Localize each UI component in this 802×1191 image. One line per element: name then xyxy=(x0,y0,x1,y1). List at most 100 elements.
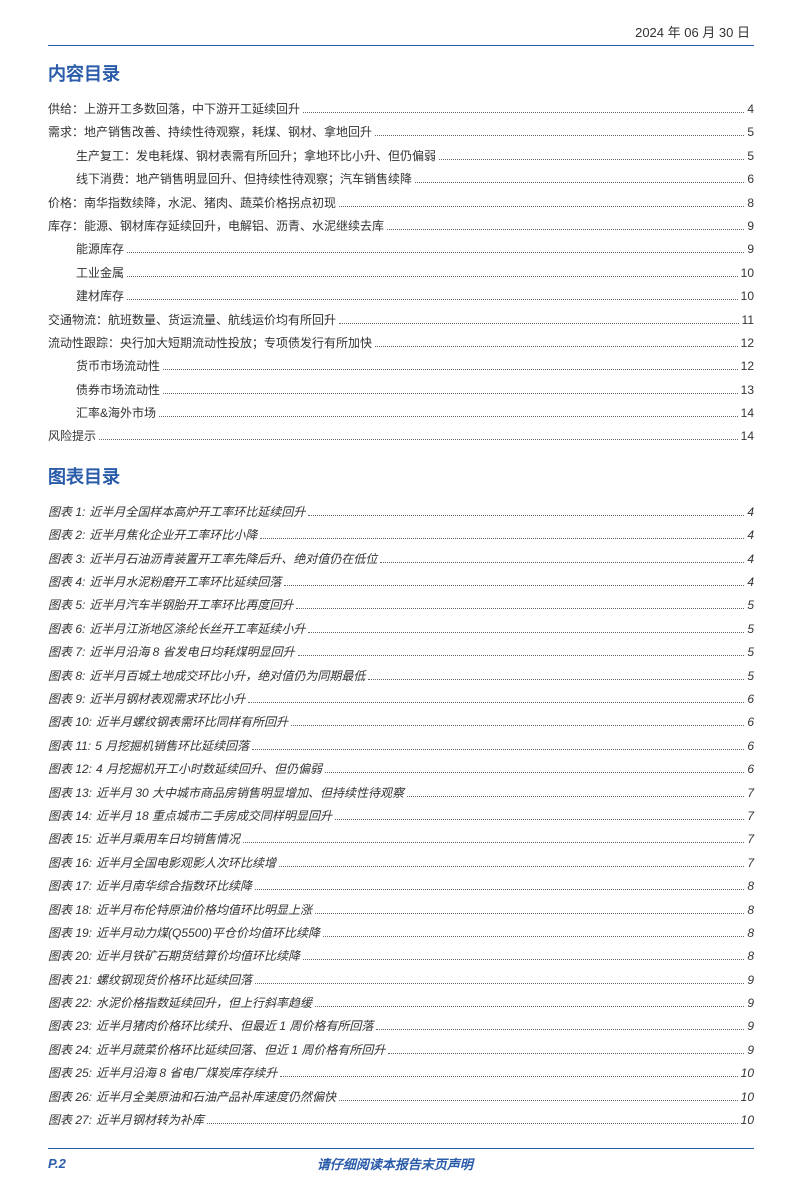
content-toc-item[interactable]: 风险提示 14 xyxy=(48,425,754,448)
figure-toc-item[interactable]: 图表 8:近半月百城土地成交环比小升，绝对值仍为同期最低5 xyxy=(48,665,754,688)
toc-dots xyxy=(339,1100,738,1101)
content-toc-item[interactable]: 供给：上游开工多数回落，中下游开工延续回升4 xyxy=(48,98,754,121)
figure-prefix: 图表 19: xyxy=(48,922,92,945)
figure-title: 近半月猪肉价格环比续升、但最近 1 周价格有所回落 xyxy=(96,1015,373,1038)
figure-toc-item[interactable]: 图表 10:近半月螺纹钢表需环比同样有所回升6 xyxy=(48,711,754,734)
figure-page: 4 xyxy=(747,548,754,571)
toc-label: 汇率&海外市场 xyxy=(76,402,156,425)
figure-prefix: 图表 21: xyxy=(48,969,92,992)
figure-prefix: 图表 24: xyxy=(48,1039,92,1062)
figure-toc-item[interactable]: 图表 9:近半月钢材表观需求环比小升6 xyxy=(48,688,754,711)
figure-toc-item[interactable]: 图表 22:水泥价格指数延续回升，但上行斜率趋缓9 xyxy=(48,992,754,1015)
figure-title: 近半月动力煤(Q5500)平仓价均值环比续降 xyxy=(96,922,320,945)
toc-page: 9 xyxy=(747,238,754,261)
toc-label: 流动性跟踪：央行加大短期流动性投放；专项债发行有所加快 xyxy=(48,332,372,355)
header-date: 2024 年 06 月 30 日 xyxy=(48,22,754,46)
figure-toc-item[interactable]: 图表 16:近半月全国电影观影人次环比续增7 xyxy=(48,852,754,875)
content-toc-item[interactable]: 库存：能源、钢材库存延续回升，电解铝、沥青、水泥继续去库9 xyxy=(48,215,754,238)
figure-toc-item[interactable]: 图表 23:近半月猪肉价格环比续升、但最近 1 周价格有所回落 9 xyxy=(48,1015,754,1038)
content-toc-item[interactable]: 债券市场流动性13 xyxy=(48,379,754,402)
toc-label: 线下消费：地产销售明显回升、但持续性待观察；汽车销售续降 xyxy=(76,168,412,191)
figure-page: 4 xyxy=(747,524,754,547)
figure-prefix: 图表 4: xyxy=(48,571,85,594)
figure-toc-item[interactable]: 图表 25:近半月沿海 8 省电厂煤炭库存续升10 xyxy=(48,1062,754,1085)
toc-label: 工业金属 xyxy=(76,262,124,285)
content-toc-item[interactable]: 建材库存10 xyxy=(48,285,754,308)
toc-dots xyxy=(291,725,744,726)
figure-toc-item[interactable]: 图表 2:近半月焦化企业开工率环比小降 4 xyxy=(48,524,754,547)
figure-prefix: 图表 23: xyxy=(48,1015,92,1038)
figure-toc-item[interactable]: 图表 13:近半月 30 大中城市商品房销售明显增加、但持续性待观察7 xyxy=(48,782,754,805)
content-toc-item[interactable]: 价格：南华指数续降，水泥、猪肉、蔬菜价格拐点初现8 xyxy=(48,192,754,215)
figure-page: 9 xyxy=(747,1039,754,1062)
figure-prefix: 图表 27: xyxy=(48,1109,92,1132)
figure-title: 近半月焦化企业开工率环比小降 xyxy=(89,524,257,547)
content-toc-item[interactable]: 需求：地产销售改善、持续性待观察，耗煤、钢材、拿地回升5 xyxy=(48,121,754,144)
content-toc-item[interactable]: 交通物流：航班数量、货运流量、航线运价均有所回升11 xyxy=(48,309,754,332)
content-toc: 供给：上游开工多数回落，中下游开工延续回升4需求：地产销售改善、持续性待观察，耗… xyxy=(48,98,754,449)
content-toc-item[interactable]: 线下消费：地产销售明显回升、但持续性待观察；汽车销售续降6 xyxy=(48,168,754,191)
footer: P.2 请仔细阅读本报告末页声明 xyxy=(48,1148,754,1173)
toc-dots xyxy=(323,936,744,937)
toc-label: 需求：地产销售改善、持续性待观察，耗煤、钢材、拿地回升 xyxy=(48,121,372,144)
toc-label: 债券市场流动性 xyxy=(76,379,160,402)
toc-dots xyxy=(325,772,744,773)
figure-toc-item[interactable]: 图表 15:近半月乘用车日均销售情况7 xyxy=(48,828,754,851)
content-toc-item[interactable]: 汇率&海外市场14 xyxy=(48,402,754,425)
figure-toc-item[interactable]: 图表 5:近半月汽车半钢胎开工率环比再度回升5 xyxy=(48,594,754,617)
content-toc-item[interactable]: 生产复工：发电耗煤、钢材表需有所回升；拿地环比小升、但仍偏弱5 xyxy=(48,145,754,168)
toc-dots xyxy=(255,983,744,984)
figure-title: 近半月水泥粉磨开工率环比延续回落 xyxy=(89,571,281,594)
toc-dots xyxy=(387,229,744,230)
figure-toc-item[interactable]: 图表 4:近半月水泥粉磨开工率环比延续回落4 xyxy=(48,571,754,594)
figure-toc-item[interactable]: 图表 11:5 月挖掘机销售环比延续回落6 xyxy=(48,735,754,758)
figure-toc-item[interactable]: 图表 18:近半月布伦特原油价格均值环比明显上涨 8 xyxy=(48,899,754,922)
content-toc-item[interactable]: 能源库存9 xyxy=(48,238,754,261)
figure-prefix: 图表 3: xyxy=(48,548,85,571)
content-toc-item[interactable]: 工业金属10 xyxy=(48,262,754,285)
footer-disclaimer: 请仔细阅读本报告末页声明 xyxy=(66,1154,724,1173)
figure-title: 近半月全美原油和石油产品补库速度仍然偏快 xyxy=(96,1086,336,1109)
figure-toc-item[interactable]: 图表 17:近半月南华综合指数环比续降8 xyxy=(48,875,754,898)
toc-label: 生产复工：发电耗煤、钢材表需有所回升；拿地环比小升、但仍偏弱 xyxy=(76,145,436,168)
figure-page: 4 xyxy=(747,501,754,524)
figure-prefix: 图表 16: xyxy=(48,852,92,875)
figure-prefix: 图表 18: xyxy=(48,899,92,922)
toc-dots xyxy=(127,276,738,277)
figure-page: 7 xyxy=(747,782,754,805)
figure-toc-item[interactable]: 图表 3:近半月石油沥青装置开工率先降后升、绝对值仍在低位4 xyxy=(48,548,754,571)
content-toc-item[interactable]: 货币市场流动性12 xyxy=(48,355,754,378)
figure-prefix: 图表 2: xyxy=(48,524,85,547)
figure-prefix: 图表 20: xyxy=(48,945,92,968)
figure-toc-item[interactable]: 图表 20:近半月铁矿石期货结算价均值环比续降8 xyxy=(48,945,754,968)
figure-toc-item[interactable]: 图表 19:近半月动力煤(Q5500)平仓价均值环比续降8 xyxy=(48,922,754,945)
figure-toc-item[interactable]: 图表 24:近半月蔬菜价格环比延续回落、但近 1 周价格有所回升9 xyxy=(48,1039,754,1062)
figure-page: 5 xyxy=(747,594,754,617)
figure-title: 近半月布伦特原油价格均值环比明显上涨 xyxy=(96,899,312,922)
figure-page: 7 xyxy=(747,828,754,851)
toc-dots xyxy=(243,842,744,843)
figure-toc-item[interactable]: 图表 26:近半月全美原油和石油产品补库速度仍然偏快10 xyxy=(48,1086,754,1109)
toc-dots xyxy=(415,182,744,183)
figure-prefix: 图表 9: xyxy=(48,688,85,711)
figure-prefix: 图表 5: xyxy=(48,594,85,617)
figure-page: 9 xyxy=(747,1015,754,1038)
figure-toc: 图表 1:近半月全国样本高炉开工率环比延续回升4图表 2:近半月焦化企业开工率环… xyxy=(48,501,754,1133)
toc-label: 风险提示 xyxy=(48,425,96,448)
figure-toc-item[interactable]: 图表 1:近半月全国样本高炉开工率环比延续回升4 xyxy=(48,501,754,524)
content-toc-item[interactable]: 流动性跟踪：央行加大短期流动性投放；专项债发行有所加快12 xyxy=(48,332,754,355)
figure-toc-item[interactable]: 图表 7:近半月沿海 8 省发电日均耗煤明显回升5 xyxy=(48,641,754,664)
toc-page: 14 xyxy=(741,425,754,448)
figure-title: 螺纹钢现货价格环比延续回落 xyxy=(96,969,252,992)
toc-page: 9 xyxy=(747,215,754,238)
figure-title: 近半月南华综合指数环比续降 xyxy=(96,875,252,898)
figure-toc-item[interactable]: 图表 14:近半月 18 重点城市二手房成交同样明显回升7 xyxy=(48,805,754,828)
toc-label: 交通物流：航班数量、货运流量、航线运价均有所回升 xyxy=(48,309,336,332)
figure-toc-item[interactable]: 图表 6:近半月江浙地区涤纶长丝开工率延续小升5 xyxy=(48,618,754,641)
figure-page: 6 xyxy=(747,758,754,781)
figure-page: 8 xyxy=(747,899,754,922)
toc-dots xyxy=(388,1053,744,1054)
figure-toc-item[interactable]: 图表 12:4 月挖掘机开工小时数延续回升、但仍偏弱6 xyxy=(48,758,754,781)
figure-toc-item[interactable]: 图表 27:近半月钢材转为补库10 xyxy=(48,1109,754,1132)
figure-toc-item[interactable]: 图表 21:螺纹钢现货价格环比延续回落9 xyxy=(48,969,754,992)
